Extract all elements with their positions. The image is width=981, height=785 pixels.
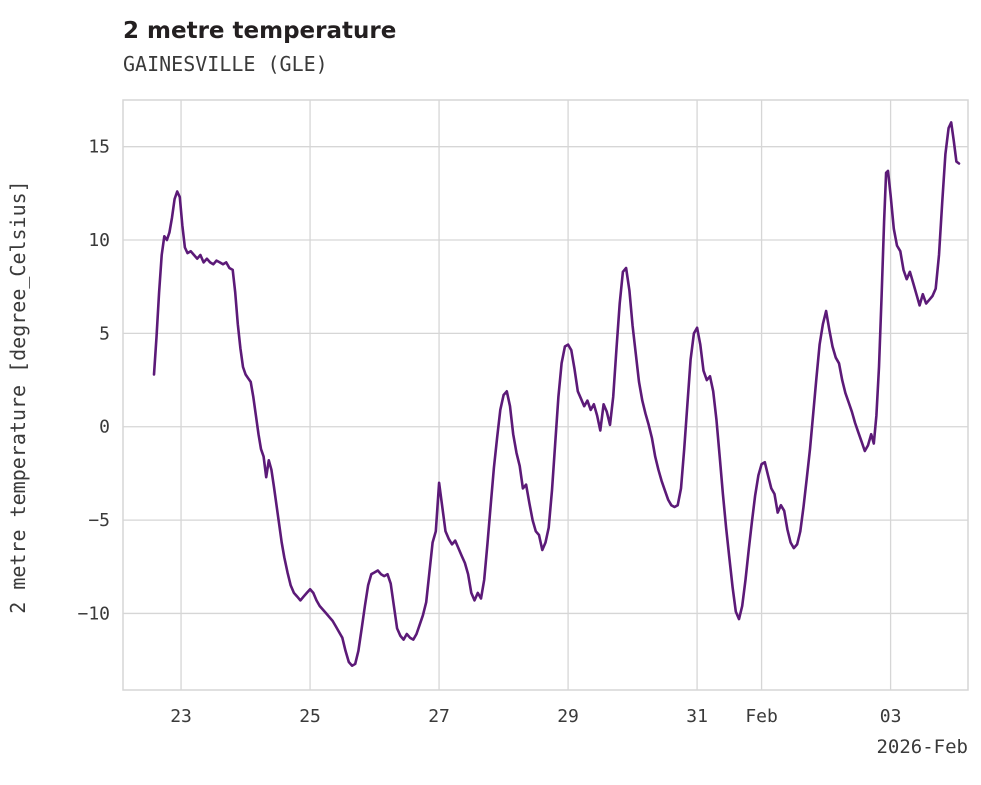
x-axis-unit-label: 2026-Feb <box>876 736 968 758</box>
plot-border <box>122 99 969 691</box>
x-tick-label: 25 <box>299 706 321 727</box>
y-tick-label: 5 <box>99 323 110 344</box>
x-tick-label: 23 <box>170 706 192 727</box>
x-tick-label: Feb <box>745 706 778 727</box>
x-tick-label: 27 <box>428 706 450 727</box>
y-tick-label: 0 <box>99 417 110 438</box>
y-tick-label: −10 <box>77 603 110 624</box>
temperature-line <box>152 121 961 668</box>
chart-subtitle: GAINESVILLE (GLE) <box>123 52 328 76</box>
x-tick-label: 03 <box>880 706 902 727</box>
x-tick-label: 31 <box>686 706 708 727</box>
y-tick-label: 15 <box>88 137 110 158</box>
y-tick-label: −5 <box>88 510 110 531</box>
chart-title: 2 metre temperature <box>123 18 397 44</box>
y-tick-label: 10 <box>88 230 110 251</box>
plot-background <box>123 100 968 690</box>
x-tick-label: 29 <box>557 706 579 727</box>
